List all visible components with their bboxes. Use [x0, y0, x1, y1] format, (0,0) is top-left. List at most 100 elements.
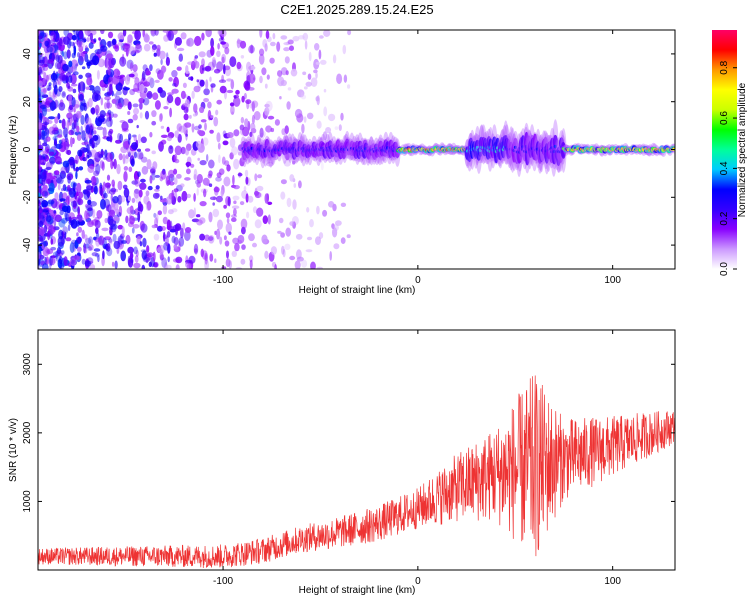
- noise-blob: [320, 161, 324, 171]
- noise-blob: [266, 74, 270, 80]
- noise-blob: [198, 124, 202, 129]
- noise-blob: [66, 149, 72, 156]
- noise-blob: [184, 227, 192, 233]
- noise-blob: [89, 264, 96, 269]
- noise-blob: [86, 151, 93, 158]
- noise-blob: [185, 70, 190, 74]
- noise-blob: [190, 76, 194, 81]
- noise-blob: [280, 179, 287, 185]
- noise-blob: [81, 130, 86, 141]
- spectrogram-panel: -100 0 100 -40 -20 0 20 40 Height of straight …: [8, 29, 676, 296]
- y-tick-label: -20: [22, 190, 33, 205]
- noise-blob: [42, 246, 50, 257]
- noise-blob: [103, 198, 111, 209]
- noise-blob: [175, 226, 178, 236]
- noise-blob: [296, 113, 304, 123]
- noise-blob: [42, 65, 49, 72]
- noise-blob: [176, 66, 182, 71]
- y-tick-label: 20: [22, 96, 33, 108]
- noise-blob: [106, 99, 110, 109]
- noise-blob: [107, 76, 114, 88]
- noise-blob: [340, 112, 344, 121]
- noise-blob: [94, 104, 100, 115]
- noise-blob: [226, 78, 233, 82]
- noise-blob: [247, 195, 254, 203]
- noise-blob: [38, 223, 42, 228]
- noise-blob: [152, 251, 156, 262]
- noise-blob: [210, 83, 216, 88]
- noise-blob: [47, 46, 55, 54]
- noise-blob: [109, 117, 113, 127]
- noise-blob: [203, 98, 210, 103]
- noise-blob: [241, 226, 246, 235]
- noise-blob: [38, 57, 41, 65]
- noise-blob: [249, 131, 253, 138]
- noise-blob: [256, 185, 264, 192]
- y-tick-label: 3000: [22, 353, 33, 376]
- noise-blob: [171, 30, 178, 35]
- noise-blob: [106, 242, 111, 252]
- colorbar: 0.0 0.2 0.4 0.6 0.8 Normalized spectral ampl…: [712, 30, 748, 276]
- noise-blob: [117, 194, 123, 205]
- noise-blob: [48, 151, 55, 156]
- noise-blob: [140, 178, 146, 183]
- noise-blob: [86, 59, 91, 69]
- noise-blob: [208, 159, 215, 169]
- noise-blob: [117, 133, 122, 141]
- noise-blob: [216, 228, 221, 240]
- noise-blob: [70, 159, 75, 169]
- noise-blob: [85, 72, 92, 79]
- noise-blob: [100, 150, 105, 156]
- noise-blob: [153, 233, 160, 241]
- noise-blob: [314, 43, 320, 51]
- noise-blob: [132, 64, 138, 73]
- noise-blob: [47, 59, 54, 64]
- snr-series-line: [38, 375, 675, 568]
- noise-blob: [66, 120, 70, 131]
- noise-blob: [240, 116, 245, 124]
- spectrogram-noise-blobs: [38, 30, 352, 269]
- noise-blob: [127, 118, 134, 124]
- noise-blob: [239, 201, 245, 206]
- noise-blob: [98, 37, 101, 41]
- noise-blob: [249, 259, 253, 269]
- noise-blob: [105, 116, 113, 128]
- noise-blob: [41, 190, 49, 197]
- noise-blob: [128, 46, 136, 56]
- noise-blob: [163, 106, 169, 110]
- noise-blob: [231, 146, 238, 156]
- noise-blob: [153, 212, 157, 218]
- noise-blob: [262, 215, 268, 225]
- noise-blob: [229, 137, 236, 148]
- noise-blob: [139, 241, 143, 247]
- noise-blob: [65, 213, 70, 222]
- noise-blob: [69, 242, 75, 254]
- noise-blob: [141, 165, 149, 175]
- snr-panel: -100 0 100 1000 2000 3000 Height of straight…: [8, 329, 676, 596]
- noise-blob: [241, 244, 246, 250]
- noise-blob: [53, 218, 57, 228]
- noise-blob: [198, 217, 206, 224]
- noise-blob: [315, 236, 321, 246]
- noise-blob: [127, 34, 133, 44]
- noise-blob: [201, 58, 205, 67]
- y-tick-label: -40: [22, 237, 33, 252]
- noise-blob: [297, 35, 305, 40]
- noise-blob: [103, 243, 107, 250]
- noise-blob: [42, 241, 47, 246]
- noise-blob: [211, 57, 216, 67]
- noise-blob: [70, 127, 76, 136]
- noise-blob: [323, 106, 328, 117]
- x-tick-label: 0: [415, 576, 421, 587]
- noise-blob: [168, 209, 174, 215]
- noise-blob: [44, 256, 47, 265]
- noise-blob: [41, 162, 46, 166]
- noise-blob: [154, 217, 159, 228]
- noise-blob: [316, 95, 320, 106]
- noise-blob: [48, 91, 52, 97]
- noise-blob: [146, 159, 152, 170]
- noise-blob: [333, 243, 340, 250]
- noise-blob: [44, 127, 50, 138]
- noise-blob: [254, 190, 259, 196]
- noise-blob: [54, 116, 59, 124]
